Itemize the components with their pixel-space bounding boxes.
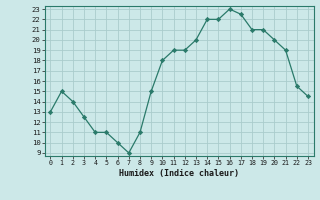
X-axis label: Humidex (Indice chaleur): Humidex (Indice chaleur) bbox=[119, 169, 239, 178]
